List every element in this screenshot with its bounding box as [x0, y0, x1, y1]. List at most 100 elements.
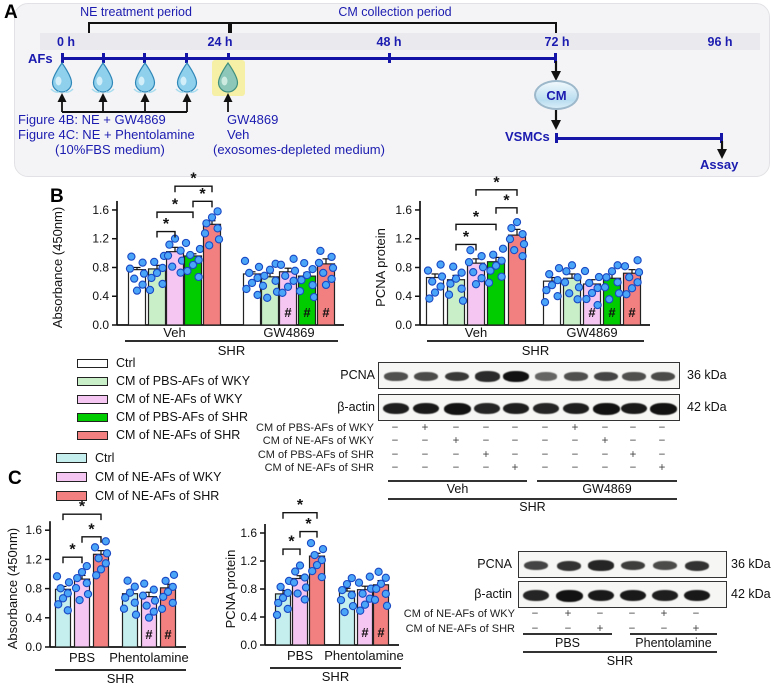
data-point: [90, 543, 100, 552]
data-point: [165, 240, 174, 249]
data-point: [283, 588, 292, 598]
condition-label: CM of PBS-AFs of WKY: [256, 422, 374, 434]
water-drop-gw4869-icon: [217, 62, 239, 93]
data-point: [340, 607, 349, 617]
protein-label: β-actin: [337, 399, 375, 414]
data-point: [301, 583, 311, 592]
plus-minus-sign: +: [596, 622, 604, 635]
data-point: [627, 284, 637, 293]
hash-mark: #: [628, 305, 636, 320]
sig-star: *: [172, 197, 179, 214]
y-tick-label: 0.0: [395, 318, 412, 332]
plus-minus-sign: −: [601, 448, 609, 461]
afs-label: AFs: [28, 51, 53, 66]
afs-timeline: [62, 57, 556, 60]
strain-label: SHR: [519, 500, 546, 514]
protein-band: [588, 560, 614, 571]
legend-item: CM of NE-AFs of SHR: [77, 428, 250, 442]
data-point: [263, 293, 272, 302]
plus-minus-sign: −: [391, 462, 399, 475]
blot-strip: [378, 394, 680, 421]
data-point: [306, 538, 316, 548]
group-label: PBS: [287, 648, 313, 663]
y-tick-label: 1.6: [240, 526, 257, 540]
timeline-tick: [185, 53, 188, 63]
data-point: [518, 251, 527, 261]
data-point: [121, 593, 130, 602]
data-point: [300, 258, 309, 268]
data-point: [281, 271, 290, 280]
data-point: [161, 576, 170, 586]
protein-band: [473, 402, 501, 415]
sig-bracket: [455, 243, 477, 251]
y-axis-title: PCNA protein: [223, 550, 238, 629]
legend-label: CM of NE-AFs of SHR: [95, 489, 220, 503]
up-arrow-icon: [182, 93, 192, 112]
protein-label: β-actin: [474, 586, 512, 601]
protein-band: [444, 371, 470, 382]
data-point: [290, 266, 300, 275]
y-tick-label: 0.8: [395, 260, 412, 274]
plus-minus-sign: −: [452, 448, 460, 461]
data-point: [272, 610, 282, 620]
legend-item: CM of NE-AFs of SHR: [56, 489, 221, 503]
sig-bracket: [62, 513, 102, 521]
protein-band: [649, 402, 677, 415]
protein-label: PCNA: [477, 556, 512, 571]
hour-96: 96 h: [707, 35, 733, 49]
plus-minus-sign: −: [658, 422, 666, 434]
legend-item: CM of PBS-AFs of SHR: [77, 410, 250, 424]
data-point: [613, 278, 622, 287]
y-tick-label: 0.8: [92, 260, 109, 274]
data-point: [260, 271, 269, 280]
y-tick-label: 0.8: [240, 582, 257, 596]
sig-star: *: [297, 497, 304, 514]
molecular-weight-label: 36 kDa: [687, 367, 727, 382]
condition-label: CM of PBS-AFs of SHR: [257, 448, 374, 461]
data-point: [54, 600, 63, 609]
data-point: [101, 537, 110, 546]
plus-minus-sign: −: [571, 448, 579, 461]
data-point: [348, 601, 358, 611]
data-point: [309, 292, 319, 302]
data-point: [289, 254, 298, 263]
data-point: [293, 589, 302, 598]
data-point: [358, 589, 367, 598]
note-exosomes-depleted: (exosomes-depleted medium): [213, 142, 385, 157]
data-point: [300, 595, 309, 604]
plus-minus-sign: −: [511, 448, 519, 461]
data-point: [183, 266, 192, 276]
y-tick-label: 0.4: [92, 289, 109, 303]
data-point: [145, 285, 155, 295]
data-point: [300, 573, 309, 582]
hour-0: 0 h: [56, 35, 76, 49]
data-point: [310, 550, 319, 560]
sig-star: *: [69, 542, 76, 559]
data-point: [356, 606, 365, 615]
data-point: [302, 270, 312, 280]
outer-group-label: SHR: [322, 669, 349, 684]
plus-minus-sign: −: [482, 435, 490, 448]
water-drop-icon: [133, 62, 157, 93]
plus-minus-sign: +: [511, 462, 519, 475]
sig-bracket: [174, 185, 213, 193]
legend-item: CM of NE-AFs of WKY: [77, 392, 250, 406]
data-point: [144, 613, 154, 622]
y-tick-label: 1.2: [240, 554, 257, 568]
data-point: [147, 273, 156, 283]
data-point: [152, 268, 162, 278]
panel-b-label: B: [50, 186, 64, 207]
hash-mark: #: [361, 625, 369, 640]
data-point: [620, 262, 630, 271]
protein-band: [651, 371, 675, 382]
protein-band: [555, 589, 583, 602]
data-point: [169, 570, 179, 580]
data-point: [381, 573, 390, 582]
legend-item: Ctrl: [77, 356, 250, 370]
data-point: [186, 250, 195, 260]
data-point: [140, 579, 149, 588]
note-gw4869: GW4869: [227, 112, 279, 127]
sig-bracket: [192, 200, 213, 208]
